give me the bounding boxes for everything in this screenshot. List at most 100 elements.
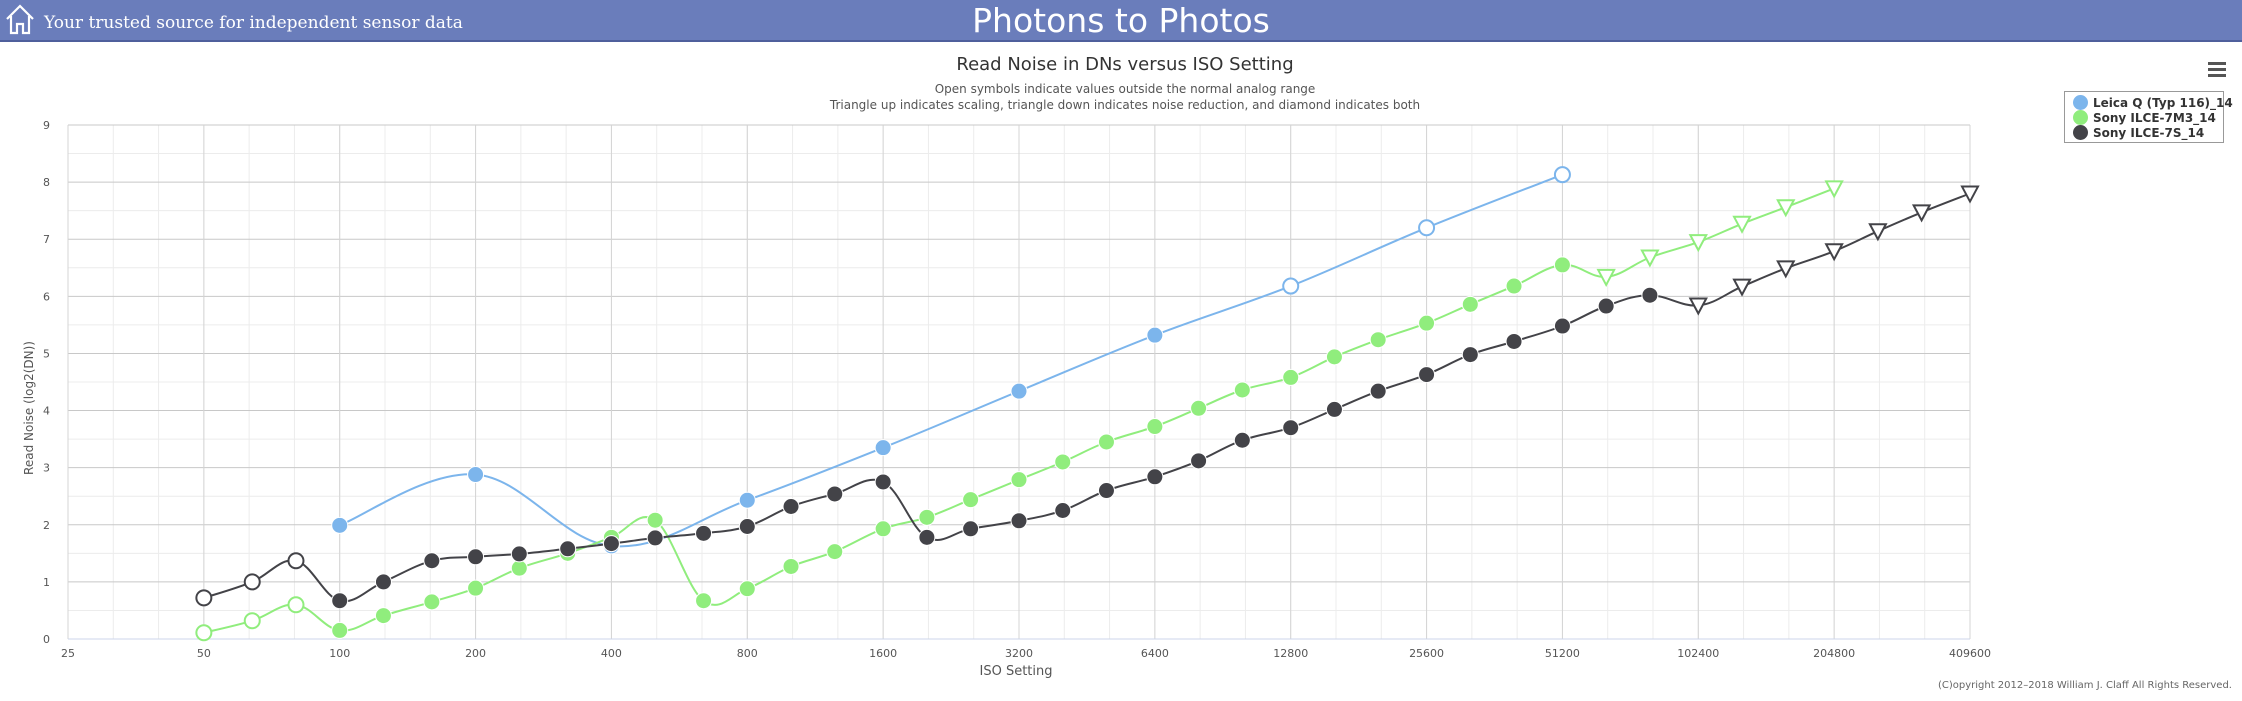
data-point [1597,297,1615,315]
data-point [602,535,620,553]
legend-label: Leica Q (Typ 116)_14 [2093,96,2233,110]
data-point-triangle-down [1960,185,1980,204]
x-tick-label: 50 [197,647,211,660]
data-point [826,543,844,561]
data-point-open [287,552,305,570]
data-point-triangle-down [1824,180,1844,199]
data-point-triangle-down [1688,234,1708,253]
data-point [695,592,713,610]
data-point [695,524,713,542]
y-tick-label: 6 [43,290,50,303]
data-point [510,545,528,563]
legend-item-leica-q[interactable]: Leica Q (Typ 116)_14 [2065,95,2233,110]
y-tick-label: 8 [43,176,50,189]
chart-grid [67,124,1971,640]
legend-swatch [2073,95,2088,110]
x-tick-label: 409600 [1949,647,1991,660]
data-point [1010,512,1028,530]
data-point [1190,452,1208,470]
legend-label: Sony ILCE-7M3_14 [2093,111,2216,125]
data-point [1418,366,1436,384]
data-point [1097,433,1115,451]
data-point [1146,326,1164,344]
data-point-triangle-down [1776,199,1796,218]
data-point [738,580,756,598]
chart-subtitle-line-1: Open symbols indicate values outside the… [935,82,1316,96]
data-point [1553,317,1571,335]
data-point [1010,471,1028,489]
data-point-open [287,596,305,614]
series-line [339,173,1563,548]
data-point-triangle-down [1732,278,1752,297]
data-point [1505,332,1523,350]
data-point-open [1282,277,1300,295]
data-point [1369,331,1387,349]
data-point [918,508,936,526]
data-point-open [243,612,261,630]
x-tick-label: 400 [601,647,622,660]
data-point [874,473,892,491]
data-point [331,516,349,534]
site-title[interactable]: Photons to Photos [972,1,1270,40]
legend-item-sony-ilce-7m3[interactable]: Sony ILCE-7M3_14 [2065,110,2223,125]
data-point [331,621,349,639]
data-point [1325,400,1343,418]
x-tick-label: 6400 [1141,647,1169,660]
data-point [782,557,800,575]
data-point [559,540,577,558]
x-tick-label: 1600 [869,647,897,660]
x-tick-label: 102400 [1677,647,1719,660]
home-icon[interactable] [4,2,36,36]
data-point [1282,368,1300,386]
legend-swatch [2073,125,2088,140]
x-tick-label: 3200 [1005,647,1033,660]
copyright-notice: (C)opyright 2012–2018 William J. Claff A… [1937,680,2232,691]
x-tick-label: 12800 [1273,647,1308,660]
data-point [423,552,441,570]
data-point-triangle-down [1776,260,1796,279]
data-point [738,491,756,509]
series-2 [195,180,1844,642]
data-point [467,548,485,566]
data-point-open [1418,219,1436,237]
y-axis-label: Read Noise (log2(DN)) [22,341,36,475]
data-point-triangle-down [1640,249,1660,268]
chart-axes: 25 50 100 200 400 800 1600 3200 6400 12800 25600 51… [43,119,1991,660]
y-tick-label: 2 [43,519,50,532]
data-point [1054,502,1072,519]
data-point [1233,431,1251,449]
data-point [962,491,980,509]
legend-item-sony-ilce-7s[interactable]: Sony ILCE-7S_14 [2065,125,2223,140]
data-point-triangle-down [1911,204,1932,223]
data-point [1505,277,1523,295]
hamburger-menu-icon[interactable] [2208,62,2226,78]
data-point [1097,482,1115,500]
y-tick-label: 4 [43,405,50,418]
y-tick-label: 7 [43,233,50,246]
x-axis-label: ISO Setting [980,664,1053,679]
data-point [467,466,485,484]
data-point [374,607,392,625]
data-point [1190,399,1208,417]
data-point-triangle-down [1596,268,1616,288]
data-point [1369,382,1387,400]
data-point [467,579,485,597]
data-point-triangle-down [1824,243,1844,262]
x-tick-label: 51200 [1545,647,1580,660]
data-point [510,559,528,577]
x-tick-label: 204800 [1813,647,1855,660]
chart-series [195,166,1980,642]
data-point [874,520,892,538]
chart-legend: Leica Q (Typ 116)_14 Sony ILCE-7M3_14 So… [2064,91,2233,143]
data-point [962,520,980,538]
data-point [782,498,800,516]
data-point [1418,314,1436,332]
data-point [331,592,349,610]
x-tick-label: 800 [737,647,758,660]
data-point [1325,348,1343,366]
data-point [1054,453,1072,471]
data-point [646,529,664,547]
series-line [203,192,1971,603]
data-point [1010,382,1028,400]
y-tick-label: 3 [43,462,50,475]
